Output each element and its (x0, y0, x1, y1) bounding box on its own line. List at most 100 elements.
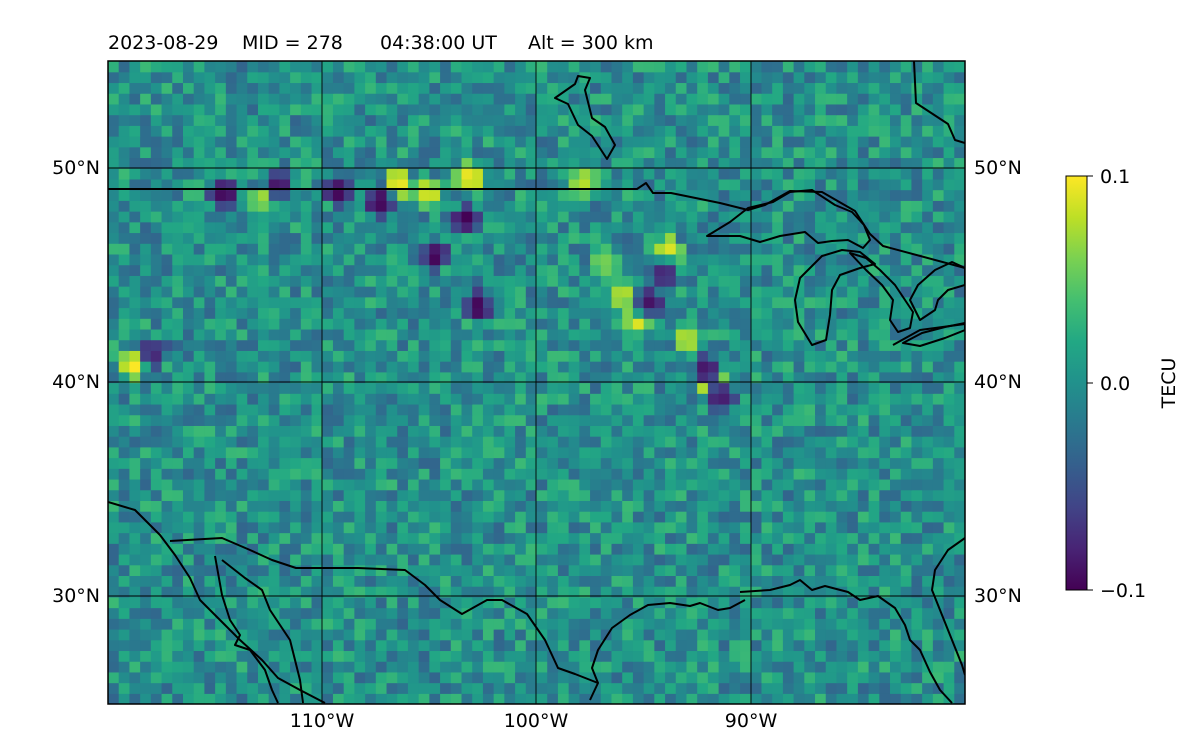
heatmap-cell (793, 82, 805, 94)
heatmap-cell (815, 61, 827, 73)
heatmap-cell (857, 543, 870, 555)
heatmap-cell (675, 339, 688, 351)
heatmap-cell (472, 607, 484, 619)
heatmap-cell (600, 136, 613, 148)
heatmap-cell (418, 693, 430, 704)
heatmap-cell (632, 264, 645, 276)
heatmap-cell (150, 457, 163, 469)
heatmap-cell (493, 575, 505, 587)
heatmap-cell (868, 553, 880, 566)
heatmap-cell (365, 693, 377, 704)
heatmap-cell (182, 93, 195, 105)
heatmap-cell (911, 221, 923, 234)
heatmap-cell (440, 318, 452, 330)
heatmap-cell (857, 575, 870, 587)
heatmap-cell (397, 436, 409, 448)
heatmap-cell (118, 682, 131, 694)
heatmap-cell (247, 200, 259, 212)
heatmap-cell (943, 328, 955, 341)
heatmap-cell (493, 661, 505, 673)
heatmap-cell (611, 136, 623, 148)
heatmap-cell (622, 596, 634, 609)
heatmap-cell (536, 168, 548, 180)
heatmap-cell (579, 146, 591, 159)
heatmap-cell (729, 211, 741, 223)
heatmap-cell (954, 639, 965, 652)
heatmap-cell (343, 693, 355, 704)
heatmap-cell (868, 682, 880, 694)
heatmap-cell (911, 564, 923, 576)
heatmap-cell (375, 264, 388, 276)
heatmap-cell (568, 575, 580, 587)
heatmap-cell (868, 618, 880, 630)
heatmap-cell (354, 328, 366, 341)
heatmap-cell (182, 393, 195, 405)
heatmap-cell (600, 436, 613, 448)
heatmap-cell (707, 296, 720, 309)
heatmap-cell (493, 157, 505, 169)
heatmap-cell (397, 296, 409, 309)
heatmap-cell (815, 543, 827, 555)
heatmap-cell (225, 211, 238, 223)
heatmap-cell (300, 543, 313, 555)
heatmap-cell (472, 296, 484, 309)
heatmap-cell (311, 243, 323, 255)
heatmap-cell (375, 178, 388, 191)
heatmap-cell (890, 318, 902, 330)
heatmap-cell (804, 457, 816, 469)
heatmap-cell (482, 286, 495, 298)
heatmap-cell (515, 232, 527, 244)
heatmap-cell (108, 61, 120, 73)
heatmap-cell (943, 82, 955, 94)
heatmap-cell (740, 103, 752, 116)
heatmap-cell (697, 468, 709, 480)
heatmap-cell (900, 564, 913, 576)
heatmap-cell (761, 61, 773, 73)
heatmap-cell (332, 200, 345, 212)
heatmap-cell (418, 596, 430, 609)
heatmap-cell (761, 489, 773, 501)
heatmap-cell (611, 339, 623, 351)
heatmap-cell (365, 125, 377, 137)
heatmap-cell (204, 232, 216, 244)
heatmap-cell (215, 661, 227, 673)
heatmap-cell (279, 157, 291, 169)
heatmap-cell (375, 628, 388, 641)
heatmap-cell (161, 618, 173, 630)
heatmap-cell (890, 693, 902, 704)
heatmap-cell (354, 564, 366, 576)
heatmap-cell (557, 489, 570, 501)
heatmap-cell (654, 136, 666, 148)
heatmap-cell (504, 146, 516, 159)
heatmap-cell (868, 157, 880, 169)
heatmap-cell (140, 114, 152, 126)
heatmap-cell (729, 511, 741, 523)
heatmap-cell (311, 500, 323, 512)
heatmap-cell (504, 328, 516, 341)
heatmap-cell (740, 511, 752, 523)
heatmap-cell (386, 693, 398, 704)
heatmap-cell (129, 671, 141, 684)
heatmap-cell (547, 253, 559, 266)
heatmap-cell (632, 189, 645, 201)
heatmap-cell (815, 682, 827, 694)
heatmap-cell (429, 200, 441, 212)
heatmap-cell (397, 371, 409, 384)
heatmap-cell (493, 307, 505, 319)
heatmap-cell (772, 264, 784, 276)
heatmap-cell (825, 61, 838, 73)
heatmap-cell (665, 618, 677, 630)
heatmap-cell (857, 350, 870, 362)
heatmap-cell (900, 586, 913, 598)
heatmap-cell (290, 671, 302, 684)
heatmap-cell (257, 382, 270, 394)
heatmap-cell (836, 71, 848, 84)
heatmap-cell (129, 596, 141, 609)
heatmap-cell (643, 125, 655, 137)
heatmap-cell (568, 296, 580, 309)
heatmap-cell (225, 661, 238, 673)
heatmap-cell (461, 286, 473, 298)
heatmap-cell (590, 264, 602, 276)
heatmap-cell (225, 307, 238, 319)
heatmap-cell (236, 275, 248, 287)
